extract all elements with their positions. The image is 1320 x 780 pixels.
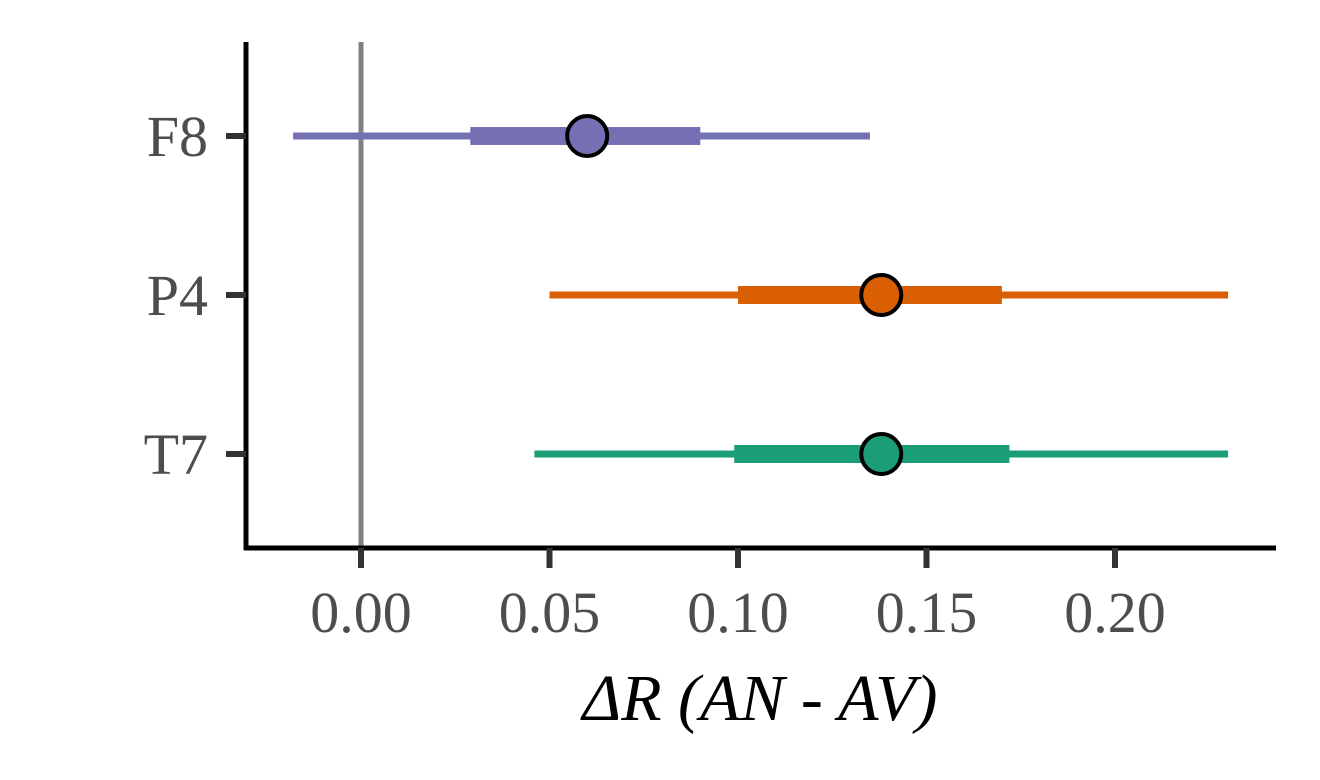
chart-marks [293, 42, 1229, 548]
point-estimate-f8 [565, 114, 610, 158]
chart-axes: F8 P4 T7 0.00 0.05 0.10 0.15 0.20 [144, 42, 1276, 645]
x-tick-label: 0.15 [876, 580, 978, 645]
x-tick-label: 0.00 [310, 580, 412, 645]
x-tick-label: 0.05 [499, 580, 601, 645]
point-estimate-p4 [859, 273, 904, 317]
x-tick-label: 0.10 [687, 580, 789, 645]
y-tick-label-t7: T7 [144, 422, 208, 487]
x-tick-label: 0.20 [1064, 580, 1166, 645]
x-axis-title: ΔR (AN - AV) [580, 662, 938, 735]
y-tick-label-f8: F8 [147, 104, 208, 169]
point-estimate-t7 [859, 432, 904, 476]
y-tick-label-p4: P4 [147, 263, 208, 328]
